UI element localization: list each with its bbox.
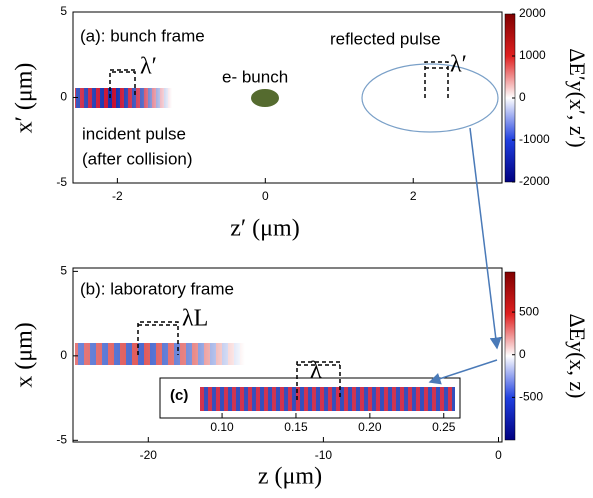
colorbar-tick-label: 1000 <box>519 48 546 62</box>
y-tick-label: 0 <box>60 348 67 362</box>
colorbar <box>504 271 516 441</box>
annotation: λL <box>182 306 208 332</box>
x-axis-label: z′ (μm) <box>230 216 299 242</box>
panel-title: (a): bunch frame <box>80 26 205 45</box>
panel-b-decor <box>72 127 503 443</box>
annotation: reflected pulse <box>330 29 441 48</box>
annotation: (after collision) <box>82 149 193 168</box>
panel-title: (b): laboratory frame <box>80 279 234 298</box>
colorbar-tick-label: -500 <box>519 390 543 404</box>
panel-title: (c) <box>170 387 188 404</box>
annotation: λ <box>310 358 322 384</box>
colorbar-tick-label: 0 <box>519 90 526 104</box>
x-tick-label: 0.25 <box>432 420 456 434</box>
panel-a-decor <box>72 11 503 184</box>
y-tick-label: -5 <box>56 175 67 189</box>
x-tick-label: 0.10 <box>210 420 234 434</box>
colorbar-tick-label: 500 <box>519 304 539 318</box>
y-axis-label: x′ (μm) <box>12 63 38 134</box>
y-tick-label: 0 <box>60 90 67 104</box>
annotation: λ′ <box>140 54 157 80</box>
x-axis-label: z (μm) <box>258 464 322 490</box>
x-tick-label: 0 <box>495 448 502 462</box>
annotation: λ′ <box>450 52 467 78</box>
colorbar-label: ΔEy(x, z) <box>565 313 590 398</box>
annotation: incident pulse <box>82 124 186 143</box>
x-tick-label: 0.20 <box>358 420 382 434</box>
y-axis-label: x (μm) <box>12 322 38 388</box>
colorbar-label: ΔE′y(x′, z′) <box>565 48 590 147</box>
x-tick-label: 0.15 <box>284 420 308 434</box>
colorbar-tick-label: -1000 <box>519 132 550 146</box>
x-tick-label: -20 <box>140 448 158 462</box>
colorbar-tick-label: 2000 <box>519 6 546 20</box>
y-tick-label: 5 <box>60 264 67 278</box>
annotation: e- bunch <box>222 67 288 86</box>
x-tick-label: 0 <box>262 189 269 203</box>
x-tick-label: 2 <box>410 189 417 203</box>
x-tick-label: -2 <box>112 189 123 203</box>
colorbar-tick-label: -2000 <box>519 174 550 188</box>
y-tick-label: -5 <box>56 432 67 446</box>
y-tick-label: 5 <box>60 4 67 18</box>
colorbar-tick-label: 0 <box>519 347 526 361</box>
x-tick-label: -10 <box>315 448 333 462</box>
